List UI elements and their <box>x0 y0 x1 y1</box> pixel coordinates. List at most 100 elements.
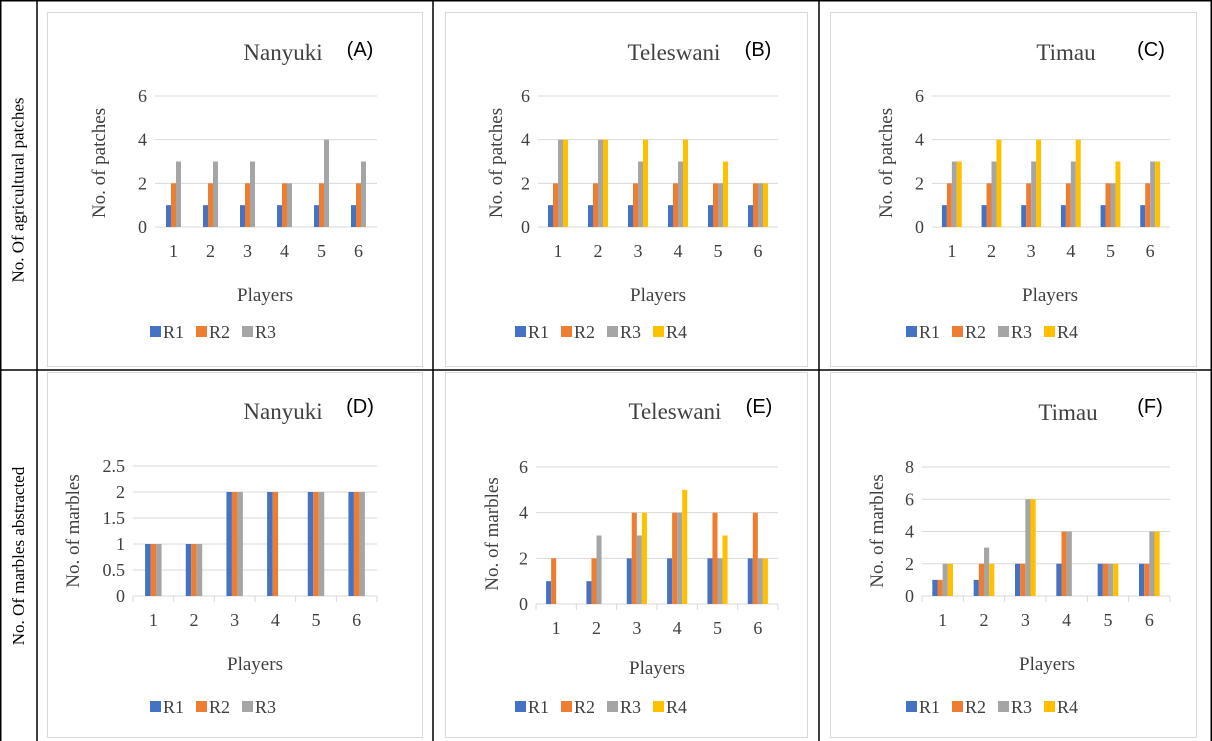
y-tick-label: 8 <box>905 457 914 477</box>
bar-r3-player-4 <box>677 512 683 604</box>
x-axis-label: Players <box>1022 285 1078 306</box>
legend-swatch-r2 <box>196 326 207 337</box>
bar-r2-player-2 <box>978 563 984 596</box>
bar-r4-player-5 <box>723 161 728 227</box>
bar-r3-player-4 <box>286 183 292 227</box>
y-tick-label: 0.5 <box>103 560 126 580</box>
bar-r3-player-6 <box>757 558 763 604</box>
chart-d-nanyuki-marbles: 0 0.5 1 1.5 2 2.5 1 2 3 4 5 6 Nanyuki (D) Players No. o… <box>47 372 423 738</box>
x-tick-label: 5 <box>1104 610 1113 630</box>
bar-r2-player-6 <box>1145 183 1151 227</box>
legend-swatch-r1 <box>515 701 526 712</box>
legend-swatch-r1 <box>515 326 526 337</box>
bar-r4-player-2 <box>989 563 995 596</box>
bar-r2-player-5 <box>712 512 718 604</box>
bar-r2-player-4 <box>272 492 279 596</box>
bar-r1-player-2 <box>588 205 593 227</box>
legend-swatch-r4 <box>1044 701 1055 712</box>
bar-r2-player-2 <box>191 544 197 596</box>
bar-r3-player-3 <box>1025 499 1031 596</box>
legend-swatch-r2 <box>561 326 572 337</box>
legend-swatch-r1 <box>150 326 161 337</box>
chart-a-nanyuki-patches: 0 2 4 6 1 2 3 4 5 6 Nanyuki (A) Players No. of patche… <box>47 12 423 367</box>
y-tick-label: 4 <box>519 503 528 523</box>
panel-letter: (F) <box>1137 396 1163 418</box>
bar-r1-player-2 <box>981 205 987 227</box>
bar-r2-player-4 <box>672 512 678 604</box>
x-tick-label: 6 <box>1146 241 1155 261</box>
x-tick-label: 4 <box>673 618 682 638</box>
bar-r4-player-6 <box>762 558 768 604</box>
bar-r2-player-5 <box>319 183 324 227</box>
legend-label-r3: R3 <box>255 322 276 342</box>
legend-swatch-r2 <box>952 326 963 337</box>
legend-swatch-r3 <box>998 326 1009 337</box>
bar-r4-player-3 <box>1036 139 1042 227</box>
y-tick-label: 0 <box>138 217 147 237</box>
bar-r2-player-6 <box>752 512 758 604</box>
legend-swatch-r3 <box>607 326 618 337</box>
bar-r1-player-3 <box>226 492 232 596</box>
legend-label-r4: R4 <box>666 697 687 717</box>
chart-e-teleswani-marbles: 0 2 4 6 1 2 3 4 5 6 Teleswani (E) Players No. of marb… <box>445 372 808 738</box>
bar-r4-player-3 <box>643 139 648 227</box>
bar-r4-player-2 <box>996 139 1002 227</box>
bar-r3-player-4 <box>1066 531 1072 596</box>
legend-label-r1: R1 <box>919 697 940 717</box>
bar-r1-player-4 <box>267 492 273 596</box>
y-tick-label: 2 <box>905 554 914 574</box>
x-tick-label: 2 <box>980 610 989 630</box>
y-axis-label: No. of marbles <box>63 474 84 587</box>
legend-label-r4: R4 <box>1057 697 1078 717</box>
x-tick-label: 1 <box>149 610 158 630</box>
bar-r1-player-3 <box>240 205 246 227</box>
y-tick-label: 2 <box>116 482 125 502</box>
x-tick-label: 4 <box>280 241 289 261</box>
y-tick-label: 6 <box>915 86 924 106</box>
y-axis-label: No. of patches <box>486 108 507 218</box>
bar-r2-player-1 <box>551 558 557 604</box>
legend-label-r3: R3 <box>255 697 276 717</box>
y-tick-label: 2 <box>915 173 924 193</box>
legend-swatch-r3 <box>242 701 253 712</box>
y-axis-label: No. of patches <box>89 108 110 218</box>
bar-r3-player-3 <box>249 161 255 227</box>
bar-r3-player-1 <box>558 139 563 227</box>
bar-r3-player-3 <box>636 535 642 604</box>
legend-label-r2: R2 <box>965 322 986 342</box>
chart-c-timau-patches: 0 2 4 6 1 2 3 4 5 6 Timau (C) Players No. of patches R… <box>830 12 1197 367</box>
bar-r3-player-1 <box>951 161 957 227</box>
legend-swatch-r3 <box>242 326 253 337</box>
x-tick-label: 2 <box>987 241 996 261</box>
x-tick-label: 3 <box>243 241 252 261</box>
legend-label-r3: R3 <box>620 697 641 717</box>
y-tick-label: 0 <box>915 217 924 237</box>
bar-r1-player-3 <box>1015 563 1021 596</box>
legend-label-r3: R3 <box>1011 697 1032 717</box>
chart-area-c <box>830 12 1197 367</box>
bar-r1-player-6 <box>747 558 753 604</box>
bar-r3-player-4 <box>1070 161 1076 227</box>
bar-r1-player-6 <box>351 205 357 227</box>
x-tick-label: 3 <box>230 610 239 630</box>
x-tick-label: 6 <box>753 618 762 638</box>
bar-r2-player-3 <box>245 183 250 227</box>
bar-r2-player-2 <box>986 183 992 227</box>
bar-r1-player-1 <box>546 581 552 604</box>
bar-r1-player-6 <box>1139 563 1145 596</box>
bar-r2-player-2 <box>591 558 597 604</box>
bar-r2-player-1 <box>171 183 176 227</box>
y-tick-label: 1 <box>116 534 125 554</box>
bar-r2-player-6 <box>753 183 758 227</box>
bar-r2-player-4 <box>1065 183 1071 227</box>
chart-title: Timau <box>1036 40 1096 65</box>
x-tick-label: 6 <box>354 241 363 261</box>
x-tick-label: 5 <box>1106 241 1115 261</box>
bar-r3-player-5 <box>323 139 329 227</box>
bar-r2-player-1 <box>946 183 952 227</box>
y-tick-label: 2.5 <box>103 456 126 476</box>
bar-r4-player-1 <box>563 139 568 227</box>
legend-swatch-r3 <box>607 701 618 712</box>
chart-title: Teleswani <box>628 40 721 65</box>
